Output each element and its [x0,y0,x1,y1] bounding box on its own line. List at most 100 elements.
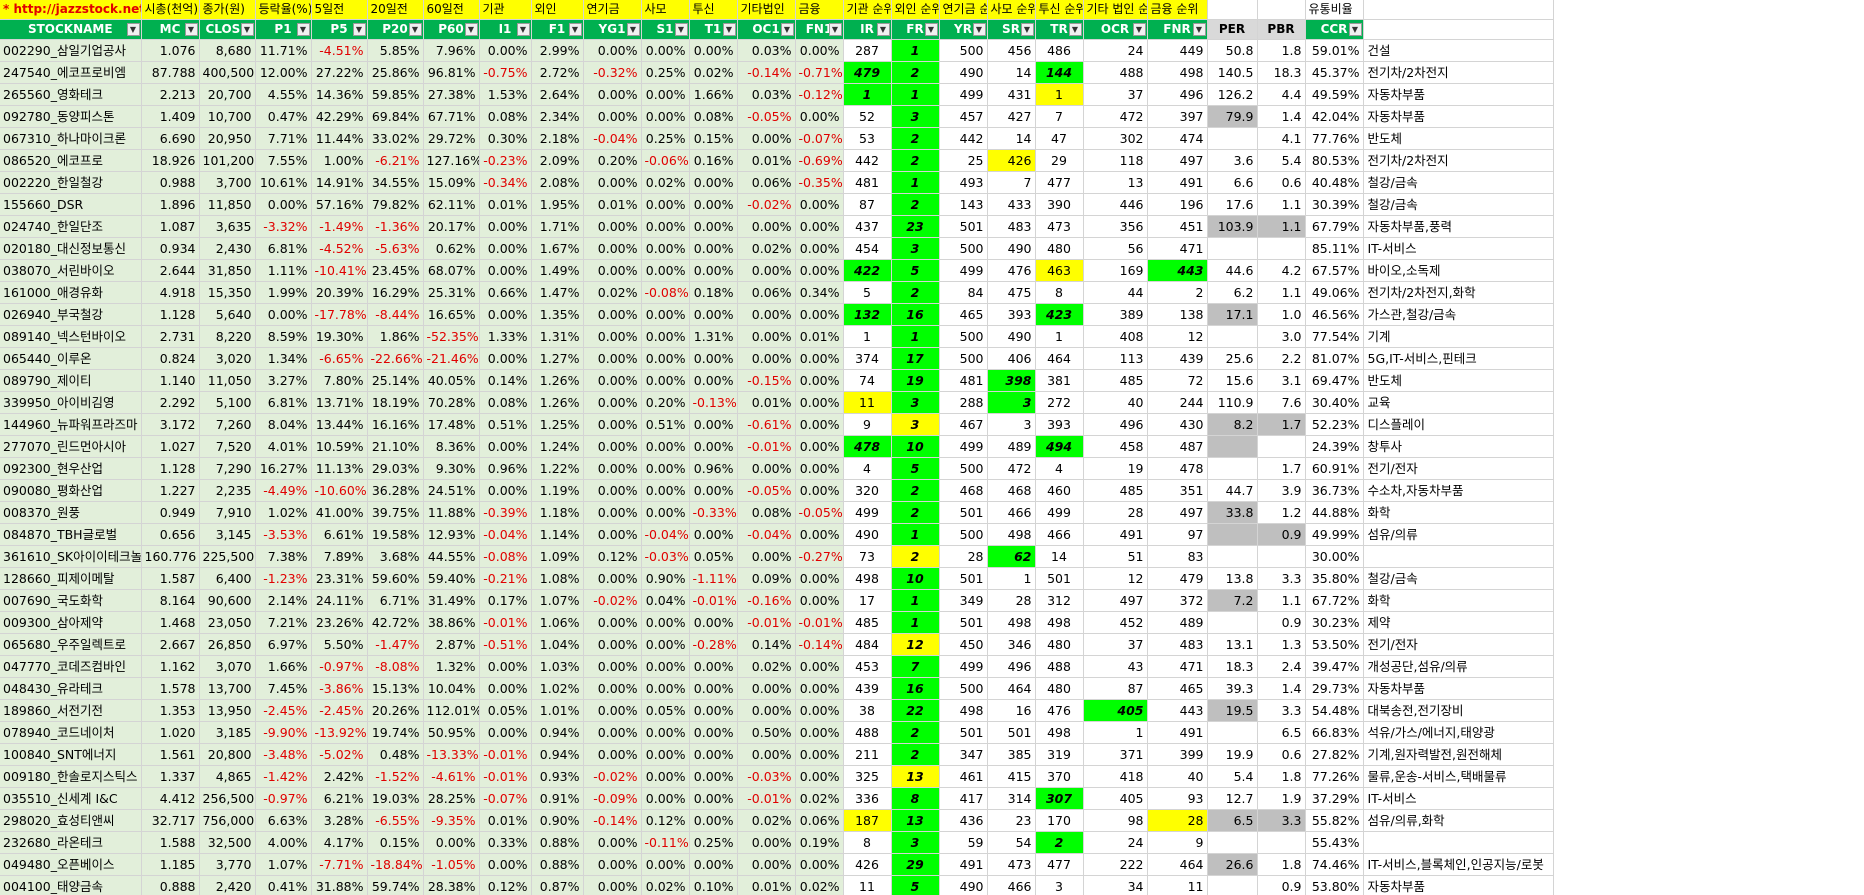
cell[interactable]: 14 [987,127,1036,150]
cell[interactable]: 451 [1147,215,1208,238]
cell[interactable]: 417 [939,787,988,810]
cell[interactable]: 2,420 [199,875,256,895]
cell[interactable]: -10.60% [311,479,368,502]
cell[interactable]: 5,100 [199,391,256,414]
sector-cell[interactable]: 전기차/2차전지,화학 [1363,281,1554,304]
cell[interactable] [1207,831,1258,854]
cell[interactable]: 23,050 [199,611,256,634]
cell[interactable]: 98 [1083,809,1148,832]
cell[interactable]: 16.16% [367,413,424,436]
cell[interactable]: 38 [843,699,892,722]
cell[interactable]: 4.55% [255,83,312,106]
cell[interactable]: 14 [987,61,1036,84]
stock-name-cell[interactable]: 339950_아이비김영 [0,391,142,414]
cell[interactable]: 0.00% [737,303,796,326]
cell[interactable]: 442 [939,127,988,150]
sector-cell[interactable]: 석유/가스/에너지,태양광 [1363,721,1554,744]
cell[interactable]: 222 [1083,853,1148,876]
cell[interactable]: 2 [1147,281,1208,304]
sector-cell[interactable]: 물류,운송-서비스,택배물류 [1363,765,1554,788]
sector-cell[interactable]: 반도체 [1363,369,1554,392]
column-header[interactable]: FNR ▼ [1147,19,1208,40]
cell[interactable]: 2.99% [531,39,584,62]
cell[interactable]: 4.00% [255,831,312,854]
column-header[interactable]: S1 ▼ [641,19,690,40]
cell[interactable]: 498 [843,567,892,590]
cell[interactable]: 484 [843,633,892,656]
cell[interactable]: 1.1 [1257,193,1306,216]
cell[interactable]: 7.6 [1257,391,1306,414]
cell[interactable]: -21.46% [423,347,480,370]
cell[interactable]: 501 [1035,567,1084,590]
cell[interactable]: 169 [1083,259,1148,282]
cell[interactable]: 2.18% [531,127,584,150]
cell[interactable]: 59.85% [367,83,424,106]
cell[interactable]: 10.61% [255,171,312,194]
filter-dropdown-icon[interactable]: ▼ [464,23,478,36]
cell[interactable]: 0.9 [1257,611,1306,634]
cell[interactable]: 11 [1147,875,1208,895]
cell[interactable]: 302 [1083,127,1148,150]
cell[interactable]: 11,050 [199,369,256,392]
cell[interactable]: 2.87% [423,633,480,656]
stock-name-cell[interactable]: 024740_한일단조 [0,215,142,238]
cell[interactable]: 0.00% [479,853,532,876]
cell[interactable]: 35.80% [1305,567,1364,590]
cell[interactable]: -17.78% [311,303,368,326]
cell[interactable]: 1.7 [1257,457,1306,480]
cell[interactable]: 72 [1147,369,1208,392]
cell[interactable]: 489 [1147,611,1208,634]
cell[interactable]: 1.35% [531,303,584,326]
cell[interactable]: 5 [843,281,892,304]
cell[interactable]: 211 [843,743,892,766]
cell[interactable]: 1.34% [255,347,312,370]
cell[interactable]: 0.00% [583,413,642,436]
filter-dropdown-icon[interactable]: ▼ [352,23,366,36]
cell[interactable]: 1 [843,325,892,348]
cell[interactable]: 18.3 [1257,61,1306,84]
cell[interactable]: 0.05% [689,545,738,568]
cell[interactable]: 464 [987,677,1036,700]
cell[interactable]: 93 [1147,787,1208,810]
cell[interactable]: 443 [1147,259,1208,282]
cell[interactable]: 2.4 [1257,655,1306,678]
cell[interactable]: 0.00% [479,303,532,326]
cell[interactable]: 13,950 [199,699,256,722]
cell[interactable]: 0.90% [641,567,690,590]
column-header[interactable]: SR ▼ [987,19,1036,40]
cell[interactable]: 1.185 [141,853,200,876]
cell[interactable]: 479 [1147,567,1208,590]
cell[interactable]: 3,185 [199,721,256,744]
sector-cell[interactable]: 5G,IT-서비스,핀테크 [1363,347,1554,370]
cell[interactable]: 1.02% [531,677,584,700]
cell[interactable]: 8.2 [1207,413,1258,436]
stock-name-cell[interactable]: 089140_넥스턴바이오 [0,325,142,348]
cell[interactable]: 1.14% [531,523,584,546]
cell[interactable]: 44.6 [1207,259,1258,282]
filter-dropdown-icon[interactable]: ▼ [184,23,198,36]
cell[interactable]: 443 [1147,699,1208,722]
cell[interactable]: 0.00% [255,193,312,216]
cell[interactable]: 4 [843,457,892,480]
cell[interactable]: 0.00% [689,435,738,458]
cell[interactable]: 0.00% [737,457,796,480]
cell[interactable]: 7,260 [199,413,256,436]
cell[interactable]: 26,850 [199,633,256,656]
stock-name-cell[interactable]: 277070_린드먼아시아 [0,435,142,458]
foreign-rank-cell[interactable]: 5 [891,875,940,895]
header-top-cell[interactable] [1363,0,1554,20]
cell[interactable]: 50.8 [1207,39,1258,62]
cell[interactable]: 2,235 [199,479,256,502]
sector-cell[interactable]: 바이오,소독제 [1363,259,1554,282]
cell[interactable]: 0.9 [1257,875,1306,895]
sector-cell[interactable]: 기계 [1363,325,1554,348]
cell[interactable]: 1.353 [141,699,200,722]
cell[interactable] [1207,237,1258,260]
cell[interactable]: 62.11% [423,193,480,216]
cell[interactable]: -0.04% [479,523,532,546]
cell[interactable]: -9.35% [423,809,480,832]
cell[interactable]: 87 [1083,677,1148,700]
cell[interactable]: 307 [1035,787,1084,810]
cell[interactable]: 5.85% [367,39,424,62]
cell[interactable]: 3.172 [141,413,200,436]
